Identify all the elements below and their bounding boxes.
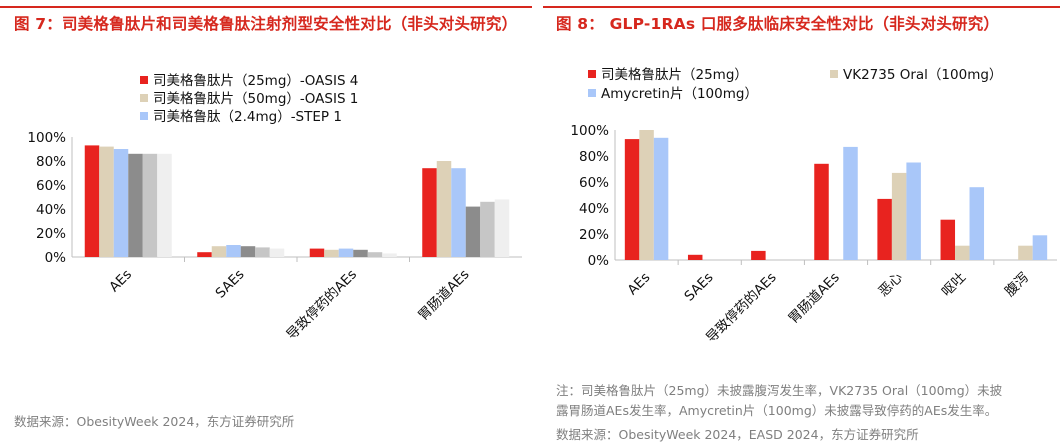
left-bar (451, 168, 466, 257)
left-bar-chart: 0% 20% 40% 60% 80% 100% AEs SAEs 导致停药的AEs 胃肠道AEs (27, 130, 522, 343)
left-category-label: 胃肠道AEs (415, 267, 472, 324)
left-bar (367, 252, 383, 257)
right-bar (624, 139, 640, 260)
legend-label: 司美格鲁肽片（25mg） (601, 67, 748, 83)
right-y-tick-label: 80% (579, 149, 609, 165)
legend-swatch (140, 112, 148, 120)
right-bar (751, 250, 766, 260)
right-bar (1018, 245, 1033, 260)
right-legend-item-1: 司美格鲁肽片（25mg） (588, 67, 748, 84)
legend-swatch (588, 89, 596, 97)
left-bar (226, 245, 241, 257)
right-bar (639, 130, 654, 260)
right-y-tick-label: 20% (579, 227, 609, 243)
right-category-label: AEs (625, 270, 654, 299)
legend-label: Amycretin片（100mg） (601, 86, 758, 102)
right-bar (891, 172, 907, 260)
right-figure-title: 图 8： GLP-1RAs 口服多肽临床安全性对比（非头对头研究） (556, 15, 1000, 33)
right-bar (955, 245, 970, 260)
right-title-rule (543, 6, 1060, 8)
left-source: 数据来源：ObesityWeek 2024，东方证券研究所 (14, 414, 295, 429)
left-bar (255, 247, 270, 257)
right-y-tick-label: 60% (579, 175, 609, 191)
right-category-label: 胃肠道AEs (785, 270, 842, 327)
legend-label: 司美格鲁肽片（50mg）-OASIS 1 (153, 91, 359, 107)
right-y-tick-label: 100% (570, 123, 609, 139)
right-y-tick-label: 40% (579, 201, 609, 217)
right-bar (906, 162, 921, 260)
left-bar (211, 246, 227, 257)
left-bar (338, 248, 354, 257)
legend-swatch (140, 94, 148, 102)
left-y-tick-label: 40% (36, 202, 66, 218)
left-category-label: 导致停药的AEs (283, 266, 360, 343)
right-bar (940, 219, 956, 260)
left-bar (84, 145, 100, 257)
left-y-tick-label: 0% (45, 250, 67, 266)
legend-swatch (140, 76, 148, 84)
right-y-tick-label: 0% (588, 253, 610, 269)
right-bar (1032, 235, 1048, 260)
left-bar (128, 153, 143, 257)
left-y-tick-label: 20% (36, 226, 66, 242)
left-bar (99, 146, 114, 257)
left-bar (382, 253, 397, 257)
left-bar (157, 153, 172, 257)
right-figure-panel: 图 8： GLP-1RAs 口服多肽临床安全性对比（非头对头研究） 司美格鲁肽片… (543, 0, 1060, 447)
left-bar (353, 249, 368, 257)
right-legend-item-3: Amycretin片（100mg） (588, 86, 758, 103)
left-figure-title: 图 7：司美格鲁肽片和司美格鲁肽注射剂型安全性对比（非头对头研究） (14, 15, 518, 33)
right-bar (843, 146, 858, 260)
left-bar (142, 153, 158, 257)
right-category-label: 腹泻 (1001, 269, 1032, 300)
left-y-tick-label: 100% (27, 130, 66, 146)
right-category-label: 恶心 (876, 269, 907, 300)
left-y-tick-label: 80% (36, 154, 66, 170)
right-legend-item-2: VK2735 Oral（100mg） (830, 67, 1002, 84)
left-bar (269, 248, 285, 257)
left-bar (240, 246, 256, 257)
left-legend-item-2: 司美格鲁肽片（50mg）-OASIS 1 (140, 91, 358, 108)
left-bar (197, 252, 212, 257)
right-bar (653, 137, 669, 260)
left-category-label: SAEs (212, 267, 247, 302)
left-bar (324, 249, 339, 257)
left-y-tick-label: 60% (36, 178, 66, 194)
left-figure-panel: 图 7：司美格鲁肽片和司美格鲁肽注射剂型安全性对比（非头对头研究） 司美格鲁肽片… (0, 6, 532, 429)
right-category-label: 呕吐 (939, 270, 969, 300)
left-bar (480, 201, 495, 257)
left-bar (436, 161, 452, 257)
left-bar (113, 149, 129, 257)
right-note-line-1: 注：司美格鲁肽片（25mg）未披露腹泻发生率，VK2735 Oral（100mg… (556, 383, 1003, 398)
legend-swatch (830, 70, 838, 78)
right-bar (687, 254, 703, 260)
legend-label: 司美格鲁肽（2.4mg）-STEP 1 (153, 109, 342, 125)
left-bar (309, 248, 325, 257)
legend-swatch (588, 70, 596, 78)
right-category-label: SAEs (681, 270, 716, 305)
left-legend-item-3: 司美格鲁肽（2.4mg）-STEP 1 (140, 109, 342, 126)
right-bar (969, 187, 985, 260)
right-bar (877, 198, 892, 260)
left-title-rule (0, 6, 532, 8)
left-legend-item-1: 司美格鲁肽片（25mg）-OASIS 4 (140, 73, 358, 90)
right-bar (814, 163, 829, 260)
legend-label: 司美格鲁肽片（25mg）-OASIS 4 (153, 73, 359, 89)
left-category-label: AEs (106, 267, 135, 296)
right-note-line-2: 露胃肠道AEs发生率，Amycretin片（100mg）未披露导致停药的AEs发… (556, 403, 998, 418)
right-source: 数据来源：ObesityWeek 2024，EASD 2024，东方证券研究所 (556, 427, 919, 442)
left-bar (494, 199, 510, 257)
left-bar (422, 168, 437, 257)
left-bar (465, 206, 481, 257)
legend-label: VK2735 Oral（100mg） (843, 67, 1003, 83)
